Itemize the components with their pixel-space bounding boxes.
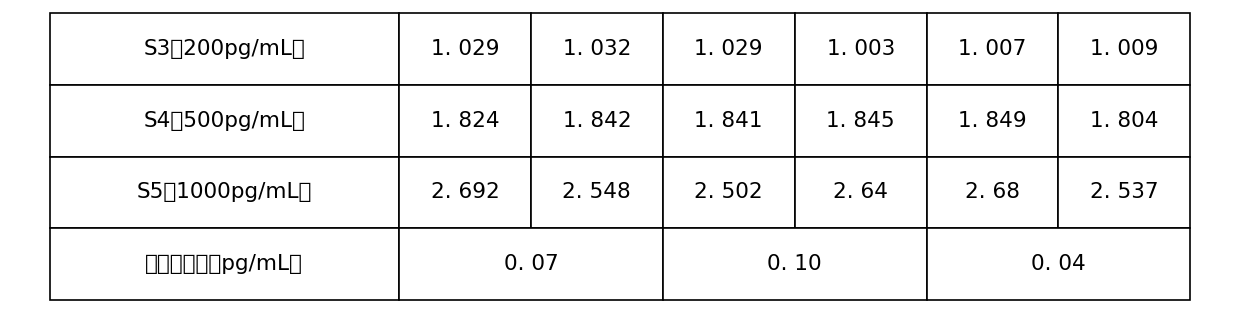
- Bar: [1059, 156, 1190, 228]
- Text: 分析灵敏度（pg/mL）: 分析灵敏度（pg/mL）: [145, 254, 304, 275]
- Bar: [795, 85, 926, 156]
- Bar: [50, 85, 399, 156]
- Bar: [926, 156, 1059, 228]
- Text: 1. 032: 1. 032: [563, 38, 631, 59]
- Bar: [531, 85, 662, 156]
- Text: S4（500pg/mL）: S4（500pg/mL）: [144, 110, 305, 131]
- Text: 1. 029: 1. 029: [694, 38, 763, 59]
- Bar: [662, 13, 795, 85]
- Bar: [50, 13, 399, 85]
- Bar: [662, 85, 795, 156]
- Text: 2. 502: 2. 502: [694, 182, 763, 203]
- Bar: [399, 156, 531, 228]
- Text: 1. 824: 1. 824: [430, 110, 500, 131]
- Text: 0. 10: 0. 10: [768, 254, 822, 275]
- Text: 1. 804: 1. 804: [1090, 110, 1158, 131]
- Bar: [926, 85, 1059, 156]
- Bar: [50, 156, 399, 228]
- Text: 1. 029: 1. 029: [430, 38, 500, 59]
- Text: 1. 009: 1. 009: [1090, 38, 1158, 59]
- Text: S5（1000pg/mL）: S5（1000pg/mL）: [136, 182, 312, 203]
- Text: 1. 841: 1. 841: [694, 110, 763, 131]
- Bar: [662, 228, 926, 300]
- Text: 1. 842: 1. 842: [563, 110, 631, 131]
- Bar: [399, 13, 531, 85]
- Text: 2. 548: 2. 548: [563, 182, 631, 203]
- Text: 1. 003: 1. 003: [827, 38, 895, 59]
- Text: 0. 07: 0. 07: [503, 254, 558, 275]
- Text: 2. 68: 2. 68: [965, 182, 1021, 203]
- Bar: [662, 156, 795, 228]
- Text: 2. 64: 2. 64: [833, 182, 888, 203]
- Bar: [399, 228, 662, 300]
- Bar: [1059, 85, 1190, 156]
- Bar: [926, 228, 1190, 300]
- Bar: [795, 13, 926, 85]
- Text: 1. 845: 1. 845: [826, 110, 895, 131]
- Bar: [399, 85, 531, 156]
- Bar: [1059, 13, 1190, 85]
- Bar: [50, 228, 399, 300]
- Text: 2. 692: 2. 692: [430, 182, 500, 203]
- Bar: [926, 13, 1059, 85]
- Text: 1. 007: 1. 007: [959, 38, 1027, 59]
- Text: 1. 849: 1. 849: [959, 110, 1027, 131]
- Bar: [795, 156, 926, 228]
- Text: S3（200pg/mL）: S3（200pg/mL）: [144, 38, 305, 59]
- Text: 0. 04: 0. 04: [1032, 254, 1086, 275]
- Bar: [531, 13, 662, 85]
- Text: 2. 537: 2. 537: [1090, 182, 1158, 203]
- Bar: [531, 156, 662, 228]
